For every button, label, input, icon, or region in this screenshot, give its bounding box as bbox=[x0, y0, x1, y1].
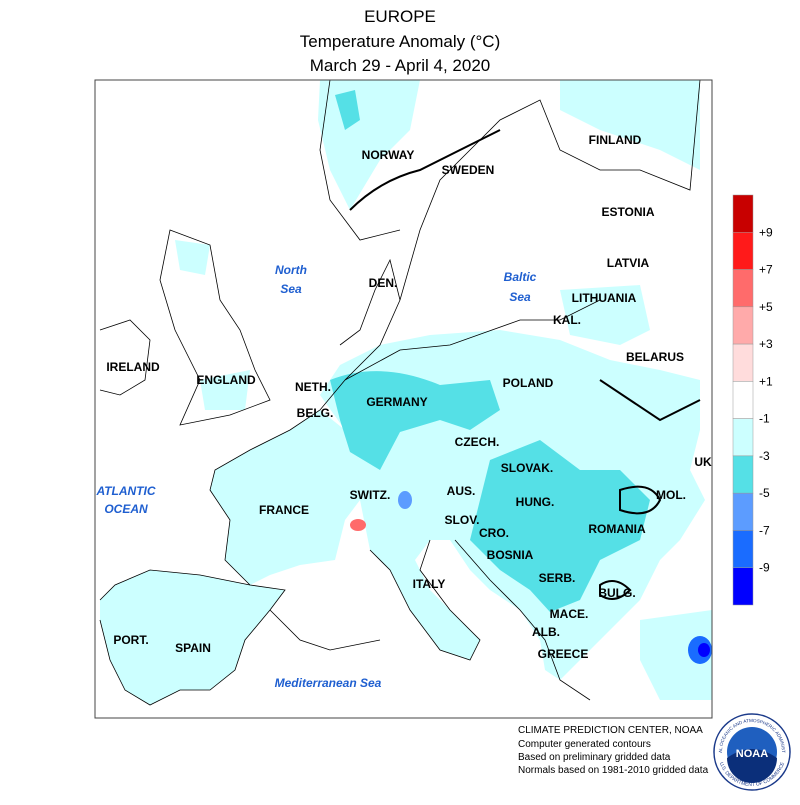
legend-label: -3 bbox=[759, 449, 770, 463]
country-label: UK bbox=[694, 455, 712, 469]
legend-swatch bbox=[732, 194, 754, 233]
country-label: SWITZ. bbox=[350, 488, 391, 502]
country-label: LITHUANIA bbox=[572, 291, 637, 305]
legend-swatch bbox=[732, 343, 754, 382]
country-label: BULG. bbox=[598, 586, 635, 600]
legend-swatch bbox=[732, 269, 754, 308]
legend-swatch bbox=[732, 232, 754, 270]
map: NORWAY SWEDEN FINLAND ESTONIA LATVIA LIT… bbox=[94, 79, 713, 719]
country-label: ROMANIA bbox=[588, 522, 646, 536]
sea-label: Sea bbox=[280, 282, 302, 296]
country-label: POLAND bbox=[503, 376, 554, 390]
country-label: FRANCE bbox=[259, 503, 309, 517]
sea-labels: North Sea Baltic Sea ATLANTIC OCEAN Medi… bbox=[95, 263, 536, 690]
map-frame bbox=[94, 79, 713, 719]
legend-swatch bbox=[732, 306, 754, 345]
sea-label: Sea bbox=[509, 290, 531, 304]
legend-label: +3 bbox=[759, 337, 773, 351]
country-label: DEN. bbox=[369, 276, 398, 290]
footer: CLIMATE PREDICTION CENTER, NOAA Computer… bbox=[518, 725, 709, 776]
legend-label: -9 bbox=[759, 561, 770, 575]
period: March 29 - April 4, 2020 bbox=[310, 56, 490, 75]
country-label: CRO. bbox=[479, 526, 509, 540]
country-label: SPAIN bbox=[175, 641, 211, 655]
country-label: MOL. bbox=[656, 488, 686, 502]
anomaly-spots bbox=[350, 491, 712, 664]
country-label: ESTONIA bbox=[601, 205, 654, 219]
legend-label: -5 bbox=[759, 486, 770, 500]
footer-line: CLIMATE PREDICTION CENTER, NOAA bbox=[518, 725, 703, 736]
footer-line: Computer generated contours bbox=[518, 739, 651, 750]
country-label: BELARUS bbox=[626, 350, 684, 364]
country-label: ITALY bbox=[413, 577, 446, 591]
country-label: NORWAY bbox=[362, 148, 415, 162]
country-label: BELG. bbox=[297, 406, 334, 420]
legend-swatch bbox=[732, 567, 754, 606]
coastlines bbox=[99, 79, 701, 706]
sea-label: Baltic bbox=[504, 270, 537, 284]
country-label: GREECE bbox=[538, 647, 589, 661]
country-label: SLOVAK. bbox=[501, 461, 553, 475]
title: EUROPE bbox=[364, 7, 436, 26]
legend-swatch bbox=[732, 530, 754, 568]
legend-label: +1 bbox=[759, 374, 773, 388]
country-label: GERMANY bbox=[366, 395, 427, 409]
country-label: SLOV. bbox=[445, 513, 480, 527]
legend-label: -1 bbox=[759, 412, 770, 426]
logo-name: NOAA bbox=[736, 748, 768, 760]
footer-line: Based on preliminary gridded data bbox=[518, 752, 671, 763]
country-label: BOSNIA bbox=[487, 548, 534, 562]
legend-swatch bbox=[732, 381, 754, 419]
legend-swatch bbox=[732, 492, 754, 531]
country-labels: NORWAY SWEDEN FINLAND ESTONIA LATVIA LIT… bbox=[106, 133, 712, 661]
country-label: ALB. bbox=[532, 625, 560, 639]
anomaly-fill-strong bbox=[330, 90, 650, 612]
subtitle: Temperature Anomaly (°C) bbox=[300, 32, 500, 51]
country-label: ENGLAND bbox=[196, 373, 256, 387]
legend-label: +7 bbox=[759, 263, 773, 277]
country-label: HUNG. bbox=[516, 495, 555, 509]
sea-label: OCEAN bbox=[104, 502, 148, 516]
country-label: IRELAND bbox=[106, 360, 160, 374]
country-label: SERB. bbox=[539, 571, 576, 585]
country-label: PORT. bbox=[113, 633, 148, 647]
legend: +9 +7 +5 +3 +1 -1 -3 -5 -7 -9 bbox=[732, 194, 773, 606]
contours bbox=[349, 129, 701, 600]
legend-label: +5 bbox=[759, 300, 773, 314]
country-label: KAL. bbox=[553, 313, 581, 327]
legend-swatch bbox=[732, 418, 754, 457]
country-label: SWEDEN bbox=[442, 163, 495, 177]
footer-line: Normals based on 1981-2010 gridded data bbox=[518, 765, 709, 776]
legend-swatch bbox=[732, 455, 754, 494]
country-label: NETH. bbox=[295, 380, 331, 394]
sea-label: Mediterranean Sea bbox=[275, 676, 382, 690]
legend-label: +9 bbox=[759, 225, 773, 239]
country-label: LATVIA bbox=[607, 256, 650, 270]
country-label: AUS. bbox=[447, 484, 476, 498]
sea-label: North bbox=[275, 263, 307, 277]
country-label: CZECH. bbox=[455, 435, 500, 449]
country-label: FINLAND bbox=[589, 133, 642, 147]
legend-label: -7 bbox=[759, 523, 770, 537]
sea-label: ATLANTIC bbox=[95, 484, 155, 498]
country-label: MACE. bbox=[550, 607, 589, 621]
